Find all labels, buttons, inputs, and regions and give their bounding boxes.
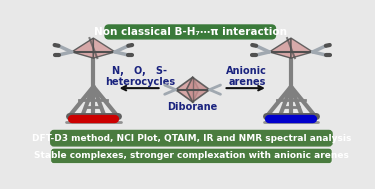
Polygon shape (291, 38, 313, 58)
Text: Diborane: Diborane (168, 102, 218, 112)
Text: Stable complexes, stronger complexation with anionic arenes: Stable complexes, stronger complexation … (34, 151, 349, 160)
Polygon shape (93, 38, 115, 58)
Text: DFT-D3 method, NCI Plot, QTAIM, IR and NMR spectral analysis: DFT-D3 method, NCI Plot, QTAIM, IR and N… (32, 134, 351, 143)
Text: Non classical B-H₇⋯π interaction: Non classical B-H₇⋯π interaction (94, 27, 287, 37)
FancyBboxPatch shape (51, 148, 332, 164)
Polygon shape (186, 77, 210, 102)
Text: Anionic
arenes: Anionic arenes (226, 66, 267, 87)
FancyBboxPatch shape (105, 25, 276, 39)
Polygon shape (72, 38, 93, 58)
Text: N,   O,   S-
heterocycles: N, O, S- heterocycles (105, 66, 175, 87)
FancyBboxPatch shape (51, 130, 332, 146)
Polygon shape (176, 77, 199, 102)
Polygon shape (269, 38, 291, 58)
